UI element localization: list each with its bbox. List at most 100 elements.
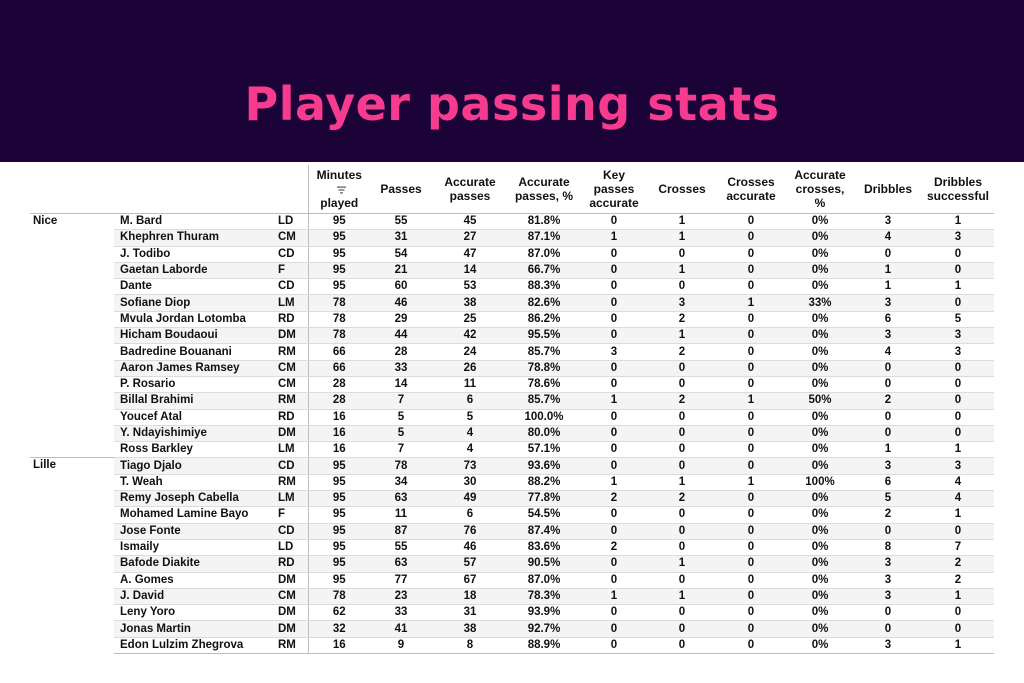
player-position: F	[272, 262, 309, 280]
stat-cell: 0%	[786, 213, 854, 231]
player-position: LM	[272, 441, 309, 459]
stat-cell: 9	[370, 637, 432, 655]
stat-cell: 1	[648, 555, 716, 573]
player-column-header	[114, 165, 272, 214]
stat-cell: 14	[370, 376, 432, 394]
stat-cell: 0	[580, 506, 648, 524]
stat-cell: 4	[432, 425, 508, 443]
column-header-line: accurate	[726, 189, 776, 203]
player-name: Mohamed Lamine Bayo	[114, 506, 272, 524]
table-row: Billal Brahimi RM 28 7 6 85.7% 1 2 1 50% 2 0	[30, 392, 994, 410]
player-position: LD	[272, 539, 309, 557]
stat-cell: 95	[308, 229, 370, 247]
column-header-10: Dribbles successful	[922, 165, 994, 214]
stat-cell: 0	[580, 327, 648, 345]
stat-cell: 0	[716, 360, 786, 377]
stat-cell: 95	[308, 506, 370, 524]
stat-cell: 90.5%	[508, 555, 580, 573]
stat-cell: 0%	[786, 441, 854, 459]
passing-stats-table: Minutes played Passes Accurate passes Accurat…	[30, 165, 994, 655]
stat-cell: 1	[922, 441, 994, 459]
stat-cell: 3	[854, 457, 922, 475]
stat-cell: 1	[580, 392, 648, 410]
stat-cell: 0%	[786, 343, 854, 361]
team-name: Lille	[30, 457, 114, 654]
stat-cell: 1	[580, 229, 648, 247]
column-header-5: Key passes accurate	[580, 165, 648, 214]
table-row: Khephren Thuram CM 95 31 27 87.1% 1 1 0 0% 4 3	[30, 229, 994, 247]
stat-cell: 0%	[786, 620, 854, 638]
stat-cell: 4	[922, 474, 994, 492]
stat-cell: 1	[580, 588, 648, 606]
stat-cell: 78	[308, 311, 370, 329]
column-header-line: Accurate	[518, 175, 570, 189]
stat-cell: 0	[716, 409, 786, 426]
player-name: Billal Brahimi	[114, 392, 272, 410]
stat-cell: 0	[648, 409, 716, 426]
stat-cell: 11	[370, 506, 432, 524]
column-header-line: Accurate	[444, 175, 496, 189]
stat-cell: 0	[648, 441, 716, 459]
stat-cell: 28	[370, 343, 432, 361]
player-position: CM	[272, 229, 309, 247]
stat-cell: 3	[854, 637, 922, 655]
stat-cell: 3	[854, 327, 922, 345]
page-title: Player passing stats	[244, 77, 780, 131]
table-row: Ismaily LD 95 55 46 83.6% 2 0 0 0% 8 7	[30, 539, 994, 557]
stat-cell: 93.6%	[508, 457, 580, 475]
player-position: DM	[272, 572, 309, 589]
stat-cell: 88.3%	[508, 278, 580, 296]
stat-cell: 0	[648, 425, 716, 443]
stat-cell: 0	[716, 555, 786, 573]
stat-cell: 0%	[786, 523, 854, 540]
player-name: J. David	[114, 588, 272, 606]
stat-cell: 0%	[786, 376, 854, 394]
stat-cell: 87.1%	[508, 229, 580, 247]
player-name: Gaetan Laborde	[114, 262, 272, 280]
player-position: CD	[272, 278, 309, 296]
table-row: J. Todibo CD 95 54 47 87.0% 0 0 0 0% 0 0	[30, 246, 994, 263]
stat-cell: 0	[580, 278, 648, 296]
player-name: T. Weah	[114, 474, 272, 492]
stat-cell: 93.9%	[508, 604, 580, 622]
table-row: Mvula Jordan Lotomba RD 78 29 25 86.2% 0 2 0 0% 6 5	[30, 311, 994, 329]
stat-cell: 0	[854, 376, 922, 394]
stat-cell: 95	[308, 572, 370, 589]
stat-cell: 1	[716, 294, 786, 312]
stat-cell: 0	[922, 360, 994, 377]
player-name: Y. Ndayishimiye	[114, 425, 272, 443]
stat-cell: 3	[854, 213, 922, 231]
stat-cell: 47	[432, 246, 508, 263]
stat-cell: 3	[854, 294, 922, 312]
stat-cell: 86.2%	[508, 311, 580, 329]
stat-cell: 16	[308, 441, 370, 459]
stat-cell: 67	[432, 572, 508, 589]
table-row: Leny Yoro DM 62 33 31 93.9% 0 0 0 0% 0 0	[30, 604, 994, 622]
stat-cell: 0	[922, 246, 994, 263]
stat-cell: 0%	[786, 572, 854, 589]
table-row: Remy Joseph Cabella LM 95 63 49 77.8% 2 2 0 0% 5 4	[30, 490, 994, 508]
stat-cell: 0	[716, 229, 786, 247]
stat-cell: 0%	[786, 506, 854, 524]
stat-cell: 78	[308, 327, 370, 345]
stat-cell: 0%	[786, 327, 854, 345]
column-header-line: Minutes	[316, 168, 362, 182]
column-header-1[interactable]: Minutes played	[308, 165, 370, 214]
stat-cell: 33	[370, 604, 432, 622]
stat-cell: 95	[308, 213, 370, 231]
player-name: Jonas Martin	[114, 620, 272, 638]
player-position: DM	[272, 604, 309, 622]
sort-descending-icon[interactable]	[336, 186, 346, 194]
player-name: Mvula Jordan Lotomba	[114, 311, 272, 329]
stat-cell: 4	[432, 441, 508, 459]
table-row: Dante CD 95 60 53 88.3% 0 0 0 0% 1 1	[30, 278, 994, 296]
stat-cell: 6	[854, 311, 922, 329]
stat-cell: 0%	[786, 409, 854, 426]
stat-cell: 66	[308, 360, 370, 377]
stat-cell: 0	[922, 620, 994, 638]
player-name: J. Todibo	[114, 246, 272, 263]
stat-cell: 87.0%	[508, 572, 580, 589]
stat-cell: 2	[648, 392, 716, 410]
stat-cell: 88.2%	[508, 474, 580, 492]
player-name: Ross Barkley	[114, 441, 272, 459]
